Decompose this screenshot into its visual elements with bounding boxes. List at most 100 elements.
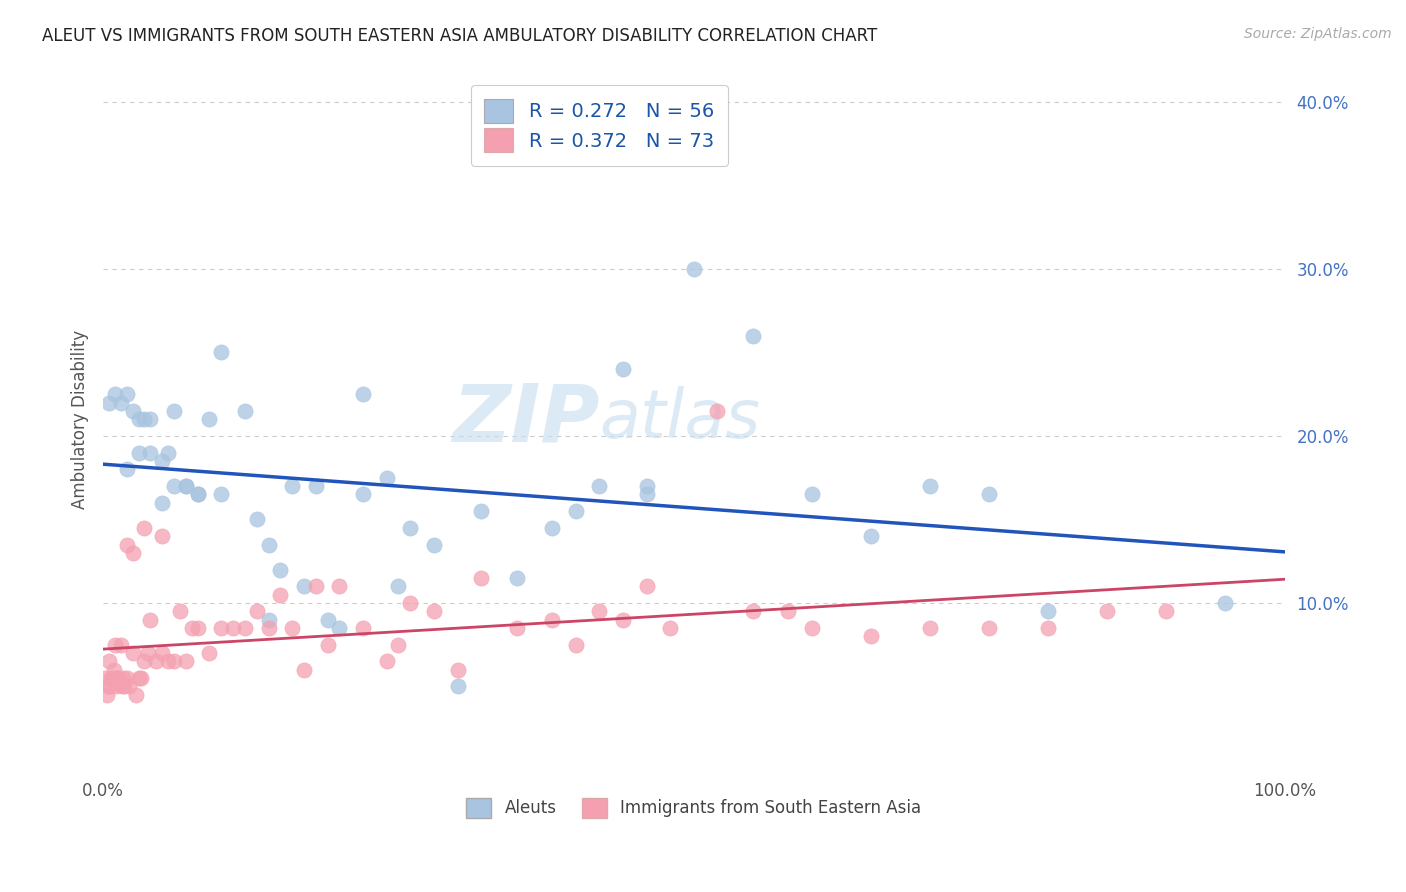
Point (682, 262, 704, 277)
Point (292, 663, 315, 677)
Point (1038, 621, 1060, 635)
Point (107, 671, 129, 685)
Point (121, 646, 143, 660)
Point (281, 479, 304, 493)
Point (134, 521, 156, 535)
Point (636, 479, 658, 493)
Point (112, 671, 135, 685)
Point (860, 629, 883, 643)
Point (423, 604, 446, 618)
Point (612, 613, 634, 627)
Point (375, 471, 398, 485)
Point (257, 537, 280, 551)
Point (174, 479, 197, 493)
Point (157, 445, 180, 459)
Point (257, 621, 280, 635)
Point (157, 655, 180, 669)
Point (110, 395, 132, 409)
Point (209, 621, 232, 635)
Y-axis label: Ambulatory Disability: Ambulatory Disability (72, 330, 89, 508)
Point (588, 479, 610, 493)
Point (564, 638, 586, 652)
Point (1038, 604, 1060, 618)
Point (387, 638, 409, 652)
Point (139, 445, 162, 459)
Point (352, 487, 374, 501)
Point (209, 345, 232, 359)
Point (134, 655, 156, 669)
Point (979, 487, 1001, 501)
Point (150, 646, 173, 660)
Point (328, 621, 350, 635)
Point (118, 680, 141, 694)
Text: ALEUT VS IMMIGRANTS FROM SOUTH EASTERN ASIA AMBULATORY DISABILITY CORRELATION CH: ALEUT VS IMMIGRANTS FROM SOUTH EASTERN A… (42, 27, 877, 45)
Point (800, 487, 823, 501)
Point (387, 579, 409, 593)
Point (100, 671, 122, 685)
Point (741, 604, 763, 618)
Point (128, 412, 150, 426)
Point (316, 613, 339, 627)
Point (305, 579, 328, 593)
Point (98, 395, 121, 409)
Point (98, 655, 121, 669)
Point (121, 404, 143, 418)
Point (588, 604, 610, 618)
Point (328, 579, 350, 593)
Point (222, 621, 245, 635)
Point (180, 621, 202, 635)
Point (446, 663, 468, 677)
Text: ZIP: ZIP (451, 380, 599, 458)
Point (96, 688, 118, 702)
Point (115, 671, 138, 685)
Point (105, 680, 128, 694)
Point (470, 504, 492, 518)
Point (115, 387, 138, 401)
Point (97, 680, 120, 694)
Point (920, 479, 942, 493)
Point (136, 646, 159, 660)
Point (134, 412, 156, 426)
Point (246, 604, 269, 618)
Point (111, 680, 134, 694)
Point (128, 445, 150, 459)
Point (1156, 604, 1178, 618)
Point (979, 621, 1001, 635)
Point (198, 646, 221, 660)
Point (612, 362, 634, 376)
Point (209, 487, 232, 501)
Point (659, 621, 682, 635)
Point (187, 487, 209, 501)
Point (800, 621, 823, 635)
Point (305, 479, 328, 493)
Point (98, 680, 121, 694)
Point (352, 387, 374, 401)
Point (778, 604, 800, 618)
Point (269, 588, 291, 602)
Point (1215, 596, 1237, 610)
Point (233, 621, 256, 635)
Point (741, 328, 763, 343)
Point (139, 412, 162, 426)
Point (399, 596, 422, 610)
Point (112, 680, 135, 694)
Point (198, 412, 221, 426)
Point (121, 546, 143, 560)
Point (169, 604, 191, 618)
Point (128, 671, 150, 685)
Point (110, 638, 132, 652)
Point (115, 537, 138, 551)
Point (187, 621, 209, 635)
Point (163, 404, 186, 418)
Point (104, 387, 127, 401)
Text: Source: ZipAtlas.com: Source: ZipAtlas.com (1244, 27, 1392, 41)
Point (399, 521, 422, 535)
Point (352, 621, 374, 635)
Point (292, 579, 315, 593)
Point (257, 613, 280, 627)
Point (174, 655, 197, 669)
Point (150, 454, 173, 468)
Point (706, 404, 728, 418)
Point (505, 621, 527, 635)
Point (375, 655, 398, 669)
